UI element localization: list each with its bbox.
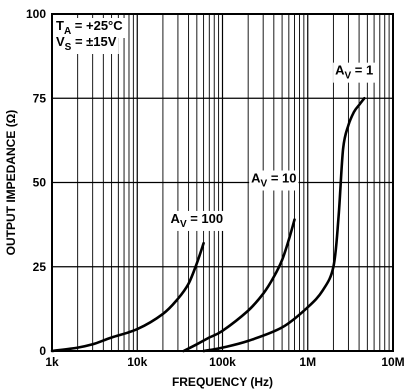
series-line: [182, 218, 296, 353]
x-axis-label: FREQUENCY (Hz): [172, 375, 273, 389]
series-line: [50, 241, 205, 353]
series-line: [202, 97, 366, 353]
annotations: TA = +25°CVS = ±15V AV = 100 AV = 10 AV = 1: [54, 18, 376, 231]
curves: [50, 97, 366, 353]
x-tick-label: 100k: [209, 355, 236, 369]
y-axis-label: OUTPUT IMPEDANCE (Ω): [4, 110, 18, 256]
x-tick-label: 10k: [127, 355, 147, 369]
series-label-bg: [168, 210, 226, 231]
condition-vs: VS = ±15V: [56, 34, 117, 53]
y-tick-label: 0: [39, 344, 46, 358]
series-label: AV = 10: [251, 171, 296, 190]
y-tick-label: 100: [26, 7, 46, 21]
condition-ta-bg: [54, 18, 126, 38]
x-tick-label: 10M: [381, 355, 404, 369]
condition-vs-bg: [54, 34, 119, 54]
series-label: AV = 100: [171, 211, 224, 230]
series-label-bg: [249, 170, 299, 191]
series-label-bg: [333, 62, 376, 83]
plot-frame: [51, 13, 394, 352]
x-tick-label: 1k: [45, 355, 59, 369]
x-tick-label: 1M: [299, 355, 316, 369]
condition-ta: TA = +25°C: [56, 18, 123, 37]
x-tick-labels: 1k 10k 100k 1M 10M: [45, 355, 404, 369]
series-label: AV = 1: [335, 63, 373, 82]
y-tick-label: 50: [33, 176, 47, 190]
y-tick-labels: 0 25 50 75 100: [26, 7, 46, 358]
y-tick-label: 25: [33, 260, 47, 274]
y-tick-label: 75: [33, 91, 47, 105]
